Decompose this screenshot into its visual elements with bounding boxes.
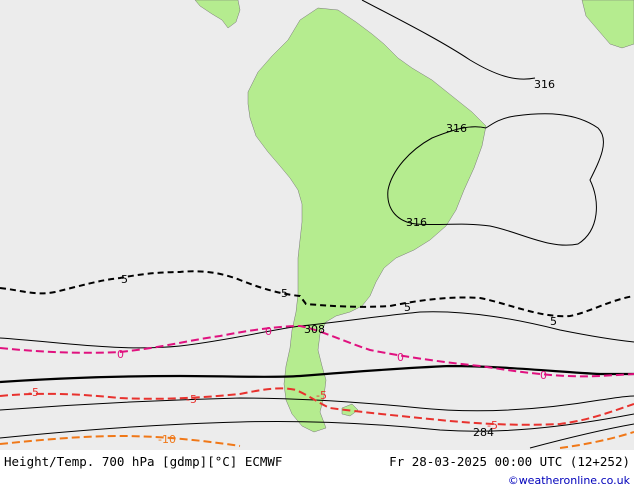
height-contour-316-closed bbox=[387, 113, 604, 246]
central-america-land bbox=[194, 0, 241, 29]
label-plus5-far: 5 bbox=[550, 315, 557, 328]
isotherm-minus5-line bbox=[0, 387, 634, 426]
isotherm-0 bbox=[0, 324, 634, 378]
land-masses bbox=[194, 0, 634, 433]
label-0-mid: 0 bbox=[265, 325, 272, 338]
label-284: 284 bbox=[473, 426, 494, 439]
weather-map: 316 316 316 308 284 5 5 5 5 0 0 0 0 -5 -… bbox=[0, 0, 634, 450]
label-308: 308 bbox=[304, 323, 325, 336]
label-minus10: -10 bbox=[158, 433, 176, 446]
isotherm-minus10 bbox=[0, 431, 634, 449]
height-contour-308 bbox=[0, 311, 634, 349]
height-contours bbox=[0, 0, 634, 449]
label-minus5-left: -5 bbox=[28, 386, 39, 399]
height-contour-284 bbox=[0, 413, 634, 439]
contour-labels: 316 316 316 308 284 5 5 5 5 0 0 0 0 -5 -… bbox=[28, 78, 557, 446]
south-america-land bbox=[247, 7, 487, 433]
label-0-far: 0 bbox=[540, 369, 547, 382]
label-minus5-right: -5 bbox=[316, 389, 327, 402]
label-plus5-mid: 5 bbox=[281, 287, 288, 300]
label-316-north: 316 bbox=[534, 78, 555, 91]
label-316-middle: 316 bbox=[446, 122, 467, 135]
map-footer: Height/Temp. 700 hPa [gdmp][°C] ECMWF Fr… bbox=[0, 450, 634, 490]
label-minus5-far: -5 bbox=[487, 419, 498, 432]
label-0-right: 0 bbox=[397, 351, 404, 364]
forecast-datetime: Fr 28-03-2025 00:00 UTC (12+252) bbox=[389, 454, 630, 469]
height-contour-lower-2 bbox=[529, 423, 634, 449]
isotherm-minus10-line-east bbox=[559, 431, 634, 449]
isotherm-plus5 bbox=[0, 270, 634, 318]
isotherm-minus5 bbox=[0, 387, 634, 426]
label-plus5-left: 5 bbox=[121, 273, 128, 286]
label-plus5-right: 5 bbox=[404, 301, 411, 314]
label-0-left: 0 bbox=[117, 348, 124, 361]
label-minus5-mid: -5 bbox=[186, 393, 197, 406]
map-title: Height/Temp. 700 hPa [gdmp][°C] ECMWF bbox=[4, 454, 283, 469]
height-contour-lower-1 bbox=[0, 395, 634, 412]
africa-land bbox=[581, 0, 634, 49]
isotherm-0-line bbox=[0, 324, 634, 378]
isotherm-plus5-line bbox=[0, 270, 634, 318]
label-316-low: 316 bbox=[406, 216, 427, 229]
credit-link[interactable]: ©weatheronline.co.uk bbox=[507, 474, 630, 487]
height-contour-316-north bbox=[361, 0, 536, 80]
isotherm-minus10-line bbox=[0, 434, 241, 447]
height-contour-thick bbox=[0, 364, 634, 384]
